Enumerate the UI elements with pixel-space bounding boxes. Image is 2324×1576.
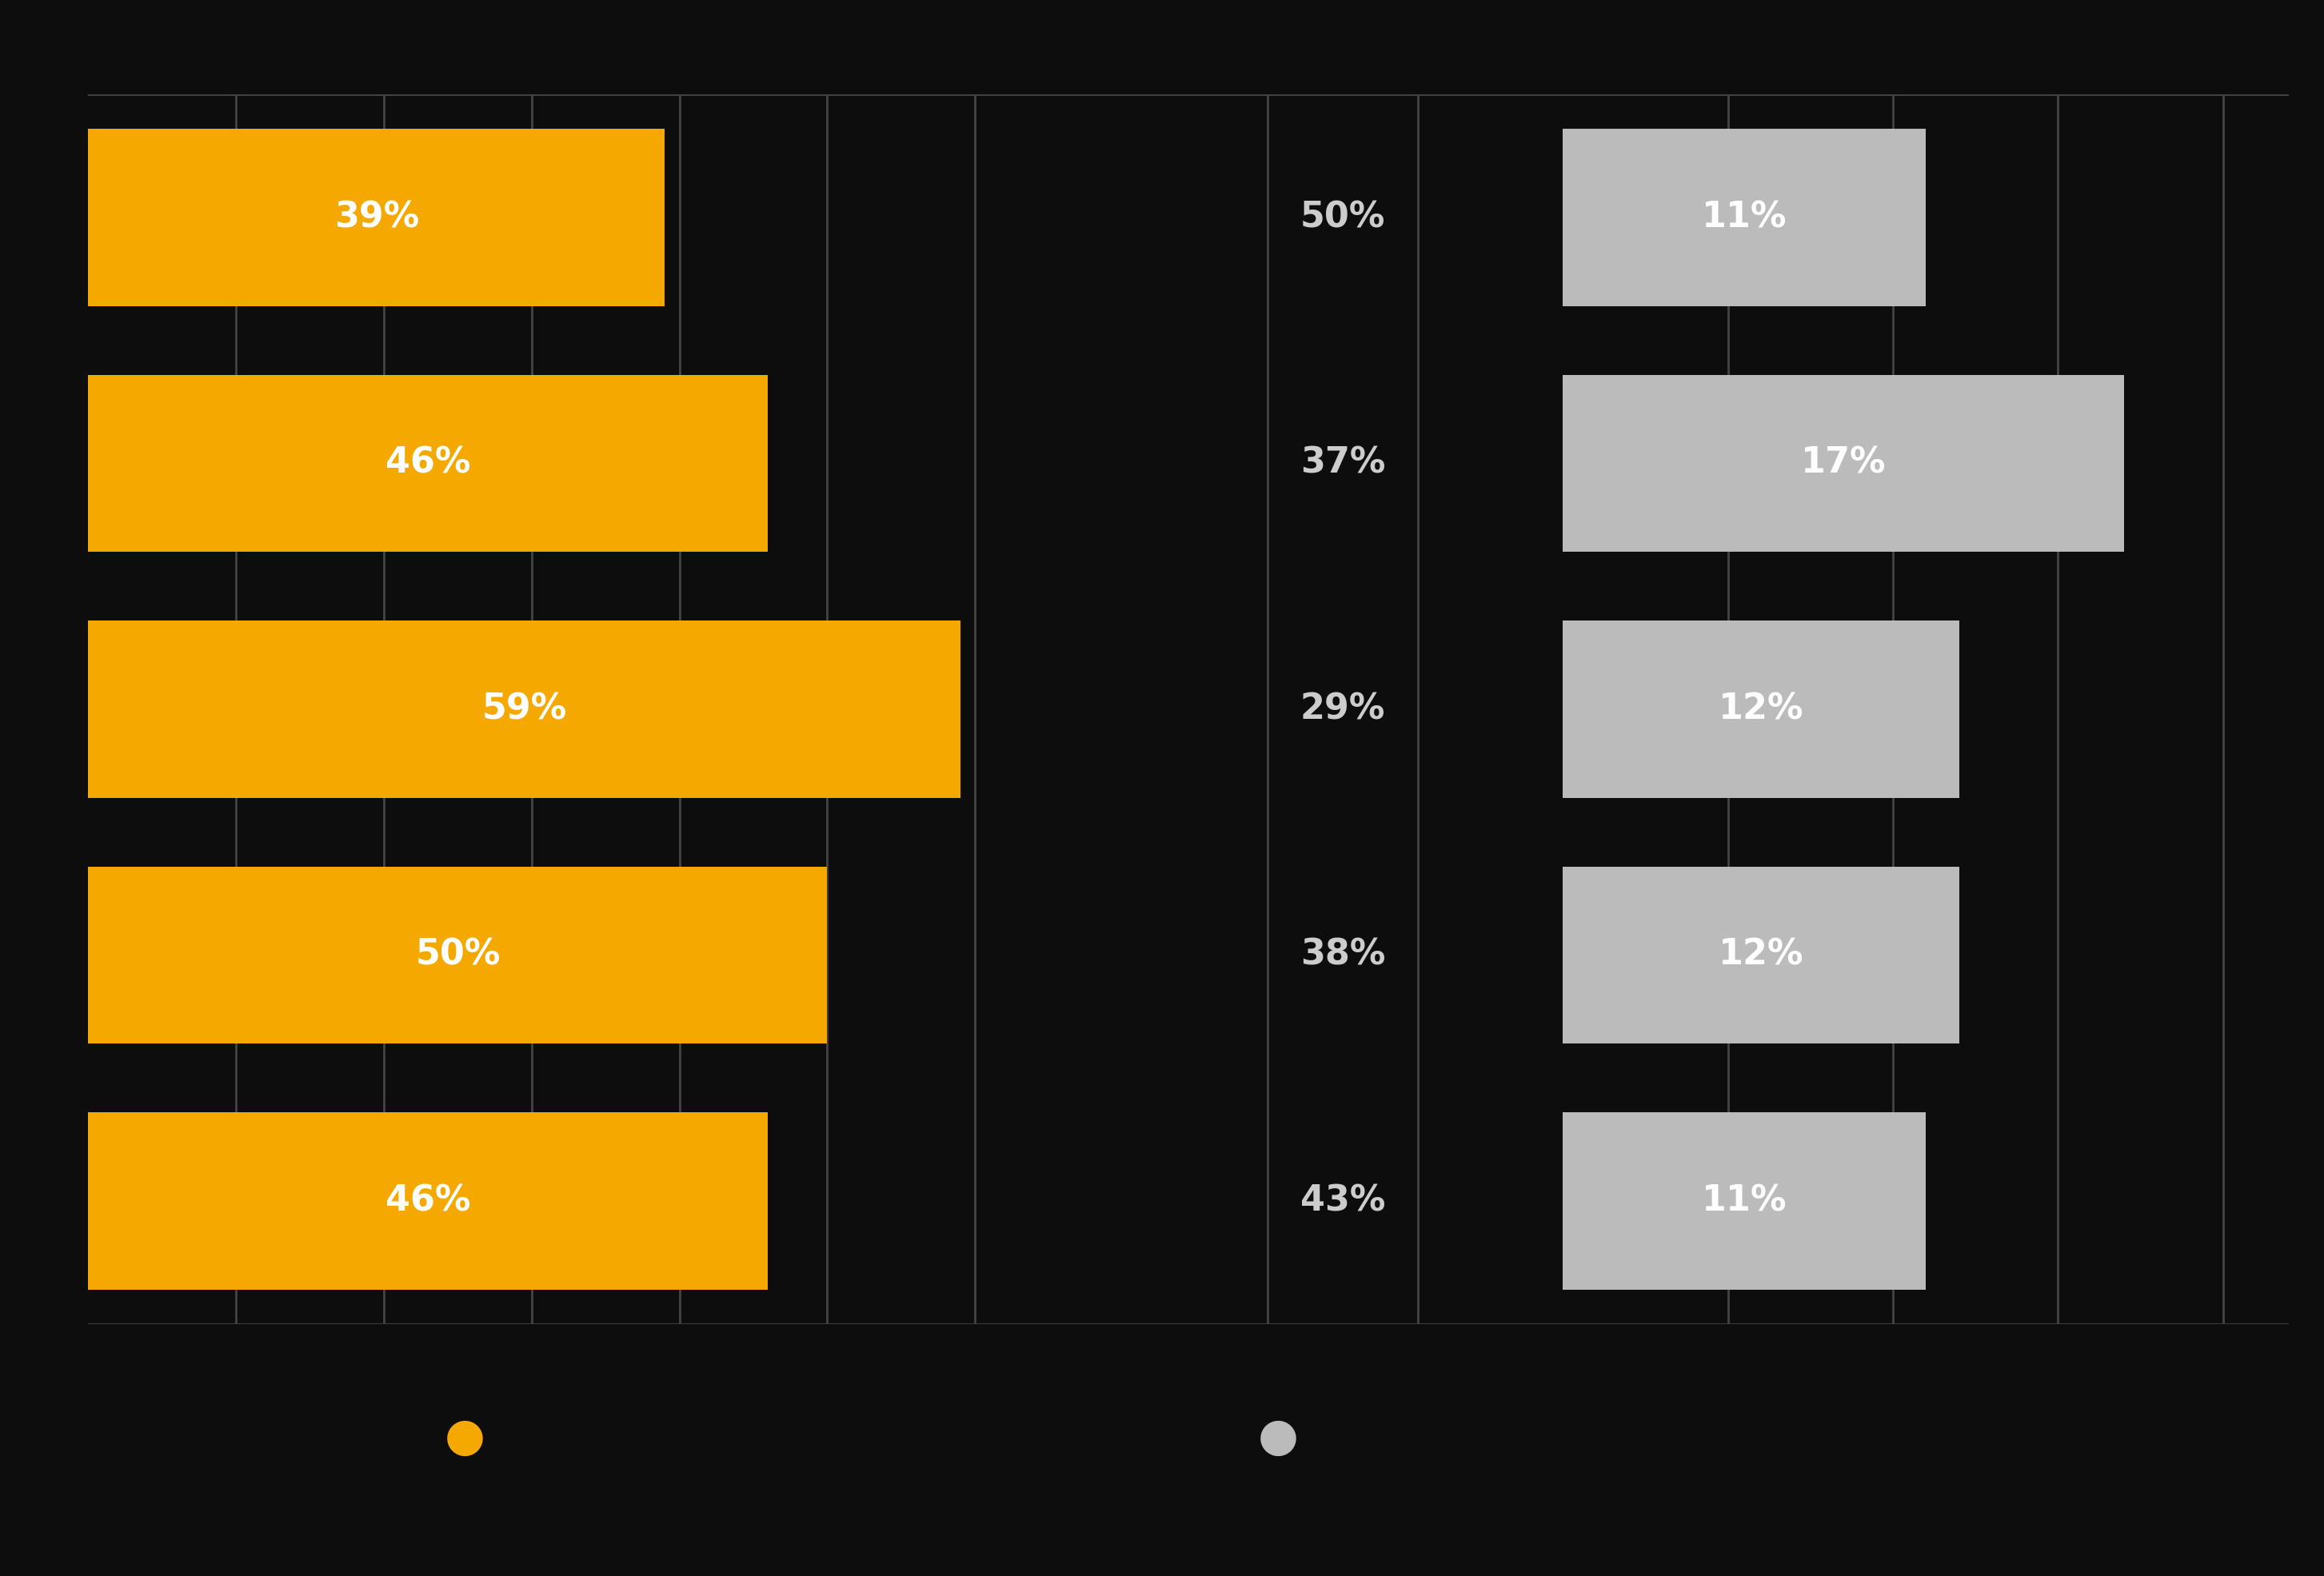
Bar — [88, 867, 827, 1043]
Bar — [88, 621, 960, 797]
Text: ●: ● — [444, 1415, 486, 1459]
Text: 59%: 59% — [481, 692, 567, 727]
Text: 17%: 17% — [1801, 446, 1887, 481]
Text: 50%: 50% — [1299, 200, 1385, 235]
Bar — [88, 1113, 767, 1289]
Bar — [1562, 867, 1959, 1043]
Text: 46%: 46% — [386, 1184, 472, 1218]
Text: 12%: 12% — [1717, 938, 1803, 972]
Text: 11%: 11% — [1701, 1184, 1787, 1218]
Bar — [1562, 129, 1927, 306]
Text: 12%: 12% — [1717, 692, 1803, 727]
Bar — [88, 129, 665, 306]
Text: 29%: 29% — [1299, 692, 1385, 727]
Text: 37%: 37% — [1299, 446, 1385, 481]
Text: 50%: 50% — [416, 938, 500, 972]
Bar — [1562, 1113, 1927, 1289]
Text: 46%: 46% — [386, 446, 472, 481]
Bar — [88, 375, 767, 552]
Text: 43%: 43% — [1299, 1184, 1385, 1218]
Bar — [1562, 621, 1959, 797]
Text: 11%: 11% — [1701, 200, 1787, 235]
Text: ●: ● — [1257, 1415, 1299, 1459]
Text: 39%: 39% — [335, 200, 418, 235]
Bar — [1562, 375, 2124, 552]
Text: 38%: 38% — [1299, 938, 1385, 972]
